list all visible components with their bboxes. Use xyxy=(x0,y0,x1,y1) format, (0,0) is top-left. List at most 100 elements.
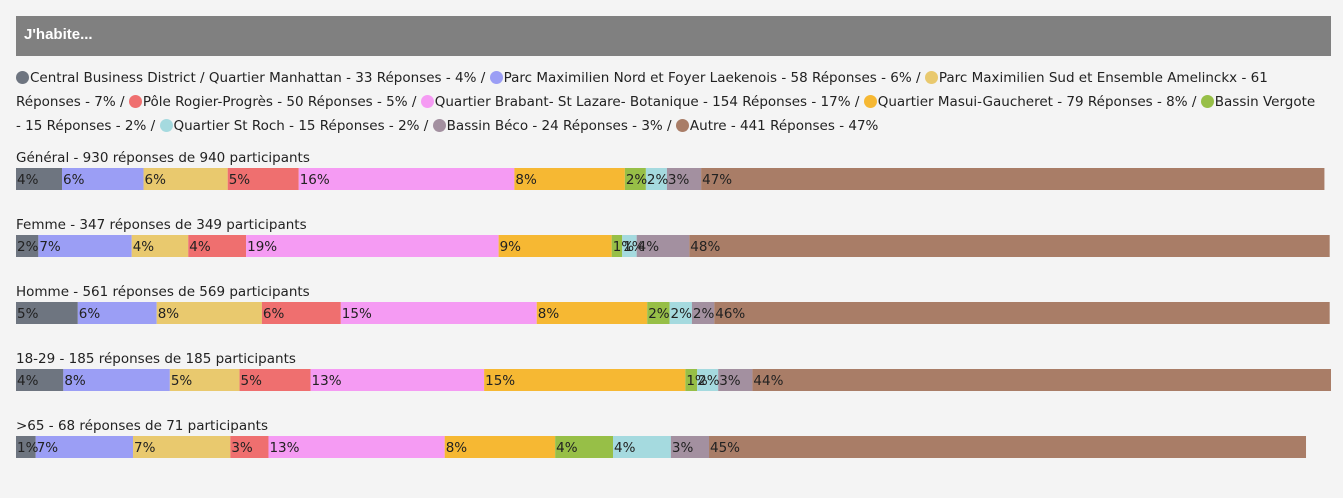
bar-segment xyxy=(239,369,311,391)
segment-label: 5% xyxy=(229,172,251,188)
segment-label: 4% xyxy=(133,239,155,255)
bar-segment xyxy=(752,369,1331,391)
segment-label: 1% xyxy=(17,440,39,456)
bar-segment xyxy=(555,436,614,458)
bar-segment xyxy=(670,436,710,458)
bar-segment xyxy=(16,369,64,391)
segment-label: 6% xyxy=(79,306,101,322)
bar-segment xyxy=(647,302,670,324)
segment-label: 8% xyxy=(538,306,560,322)
segment-label: 8% xyxy=(446,440,468,456)
legend-swatch xyxy=(675,119,689,132)
segment-label: 6% xyxy=(63,172,85,188)
segment-label: 1% xyxy=(613,239,635,255)
legend-swatch xyxy=(16,71,29,84)
bar-segment xyxy=(697,369,719,391)
legend-label: Central Business District / Quartier Man… xyxy=(30,70,477,86)
row-label: Général - 930 réponses de 940 participan… xyxy=(16,150,310,166)
legend-item: Bassin Vergote - 15 Réponses - 2% xyxy=(16,94,1315,134)
row-label: Femme - 347 réponses de 349 participants xyxy=(16,217,307,233)
segment-label: 6% xyxy=(263,306,285,322)
segment-label: 1% xyxy=(686,373,708,389)
segment-label: 6% xyxy=(145,172,167,188)
bar-segment xyxy=(77,302,157,324)
legend-swatch xyxy=(489,71,503,84)
bar-segment xyxy=(268,436,445,458)
segment-label: 46% xyxy=(715,306,745,322)
segment-label: 15% xyxy=(342,306,372,322)
legend-item: Pôle Rogier-Progrès - 50 Réponses - 5% xyxy=(128,94,408,110)
bar-segment xyxy=(63,369,170,391)
bar-segment xyxy=(38,235,132,257)
segment-label: 45% xyxy=(710,440,740,456)
legend-separator: / xyxy=(423,118,429,134)
bar-segment xyxy=(133,436,231,458)
bar-segment xyxy=(514,168,625,190)
legend-label: Quartier Brabant- St Lazare- Botanique -… xyxy=(434,94,851,110)
bar-segment xyxy=(689,235,1330,257)
bar-segment xyxy=(310,369,485,391)
bar-segment xyxy=(498,235,612,257)
legend-separator: / xyxy=(411,94,417,110)
bar-segment xyxy=(666,168,702,190)
legend-label: Quartier Masui-Gaucheret - 79 Réponses -… xyxy=(877,94,1188,110)
bar-segment xyxy=(669,302,692,324)
segment-label: 44% xyxy=(753,373,783,389)
segment-label: 15% xyxy=(485,373,515,389)
segment-label: 13% xyxy=(269,440,299,456)
bar-segment xyxy=(536,302,648,324)
bar-segment xyxy=(484,369,686,391)
legend-swatch xyxy=(432,119,446,132)
legend-separator: / xyxy=(854,94,860,110)
segment-label: 8% xyxy=(64,373,86,389)
bar-segment xyxy=(230,436,269,458)
segment-label: 2% xyxy=(698,373,720,389)
segment-label: 7% xyxy=(39,239,61,255)
legend-swatch xyxy=(420,95,434,108)
segment-label: 3% xyxy=(719,373,741,389)
bar-segment xyxy=(611,235,623,257)
legend-separator: / xyxy=(1191,94,1197,110)
bar-segment xyxy=(62,168,144,190)
bar-segment xyxy=(645,168,667,190)
bar-segment xyxy=(701,168,1325,190)
legend-label: Quartier St Roch - 15 Réponses - 2% xyxy=(173,118,420,134)
segment-label: 4% xyxy=(638,239,660,255)
bar-segment xyxy=(691,302,715,324)
segment-label: 2% xyxy=(626,172,648,188)
bar-segment xyxy=(261,302,341,324)
segment-label: 2% xyxy=(648,306,670,322)
segment-label: 1% xyxy=(623,239,645,255)
bar-segment xyxy=(613,436,671,458)
bar-segment xyxy=(169,369,240,391)
row-label: Homme - 561 réponses de 569 participants xyxy=(16,284,310,300)
legend-swatch xyxy=(863,95,877,108)
bar-segment xyxy=(714,302,1330,324)
segment-label: 4% xyxy=(17,172,39,188)
bar-segment xyxy=(16,168,63,190)
legend-item: Quartier St Roch - 15 Réponses - 2% xyxy=(159,118,420,134)
row-label: 18-29 - 185 réponses de 185 participants xyxy=(16,351,296,367)
legend-item: Parc Maximilien Sud et Ensemble Amelinck… xyxy=(16,70,1268,110)
bar-segment xyxy=(709,436,1307,458)
bar-segment xyxy=(227,168,299,190)
chart-title: J'habite... xyxy=(24,26,93,43)
bar-segment xyxy=(188,235,247,257)
bar-segment xyxy=(444,436,556,458)
legend-swatch xyxy=(128,95,142,108)
legend-item: Quartier Masui-Gaucheret - 79 Réponses -… xyxy=(863,94,1188,110)
segment-label: 7% xyxy=(134,440,156,456)
bar-segment xyxy=(685,369,698,391)
bar-segment xyxy=(143,168,228,190)
segment-label: 3% xyxy=(668,172,690,188)
header-bar: J'habite... xyxy=(16,16,1331,56)
row-label: >65 - 68 réponses de 71 participants xyxy=(16,418,268,434)
legend-label: Parc Maximilien Sud et Ensemble Amelinck… xyxy=(16,70,1268,110)
legend-label: Bassin Vergote - 15 Réponses - 2% xyxy=(16,94,1316,134)
legend-item: Quartier Brabant- St Lazare- Botanique -… xyxy=(420,94,851,110)
segment-label: 4% xyxy=(556,440,578,456)
legend-item: Bassin Béco - 24 Réponses - 3% xyxy=(432,118,663,134)
legend-separator: / xyxy=(120,94,125,110)
